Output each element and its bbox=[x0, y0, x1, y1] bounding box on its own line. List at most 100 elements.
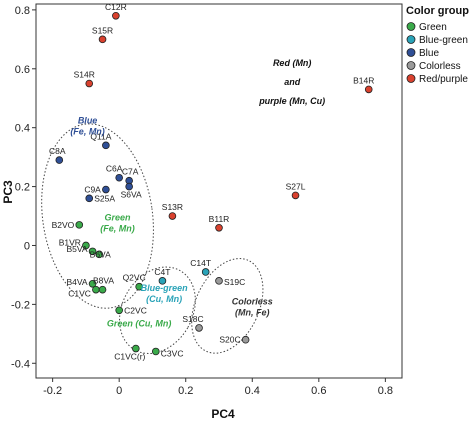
point-s14r bbox=[85, 79, 94, 88]
point-label: B11R bbox=[209, 214, 230, 224]
legend-swatch bbox=[406, 35, 416, 44]
point-label: C1VC(r) bbox=[114, 352, 145, 362]
point-label: C6A bbox=[106, 164, 123, 174]
point-b6va bbox=[95, 250, 104, 259]
point-label: B2VO bbox=[52, 220, 75, 230]
point-label: C4T bbox=[154, 267, 170, 277]
point-label: S27L bbox=[286, 181, 306, 191]
point-label: C8A bbox=[49, 146, 66, 156]
point-c6a bbox=[115, 173, 123, 182]
point-c3vc bbox=[151, 347, 160, 356]
legend-label: Blue bbox=[419, 48, 439, 59]
legend-label: Red/purple bbox=[419, 74, 468, 85]
annotation-text: Red (Mn) bbox=[273, 58, 312, 68]
point-label: S20C bbox=[219, 335, 240, 345]
point-label: S14R bbox=[74, 70, 95, 80]
annotation-text: Green bbox=[105, 212, 132, 222]
x-tick-label: 0.2 bbox=[178, 385, 193, 397]
point-label: C7A bbox=[122, 167, 139, 177]
point-label: C12R bbox=[105, 2, 127, 12]
point-b2vo bbox=[75, 221, 84, 229]
point-label: B4VA bbox=[66, 277, 87, 287]
x-tick-label: 0.8 bbox=[378, 385, 393, 397]
point-label: S25A bbox=[94, 193, 115, 203]
annotation-text: and bbox=[284, 77, 301, 87]
point-s20c bbox=[241, 335, 250, 344]
point-c1vc-r- bbox=[132, 344, 140, 353]
point-label: S13R bbox=[162, 202, 183, 212]
y-tick-label: 0.8 bbox=[15, 5, 30, 17]
legend-swatch bbox=[406, 74, 416, 83]
x-tick-label: 0.6 bbox=[311, 385, 326, 397]
annotation-text: purple (Mn, Cu) bbox=[258, 96, 325, 106]
y-tick-label: 0.4 bbox=[15, 123, 30, 135]
point-c9a bbox=[102, 185, 110, 194]
point-s15r bbox=[98, 35, 107, 44]
point-c4t bbox=[158, 277, 167, 285]
point-b14r bbox=[364, 85, 373, 94]
enclosure-blue-green-fe-mn bbox=[41, 123, 154, 309]
point-c8a bbox=[55, 156, 64, 164]
x-tick-label: -0.2 bbox=[43, 385, 62, 397]
legend-swatch bbox=[406, 61, 416, 70]
annotation-text: Blue bbox=[78, 115, 98, 125]
point-label: B14R bbox=[353, 75, 374, 85]
point-s6va bbox=[125, 182, 133, 191]
point-q2vc bbox=[135, 282, 143, 291]
plot-frame bbox=[35, 3, 403, 379]
point-label: S19C bbox=[224, 277, 245, 287]
legend-label: Blue-green bbox=[419, 35, 468, 46]
point-label: S6VA bbox=[121, 190, 142, 200]
point-label: Q11A bbox=[90, 131, 111, 141]
point-label: C9A bbox=[84, 185, 101, 195]
annotation-text: Colorless bbox=[232, 296, 273, 306]
point-b1vr bbox=[82, 241, 90, 250]
point-s25a bbox=[85, 194, 94, 203]
point-label: C2VC bbox=[124, 305, 147, 315]
y-axis-title: PC3 bbox=[1, 180, 15, 204]
y-tick-label: 0 bbox=[24, 240, 30, 252]
point-label: C14T bbox=[190, 258, 211, 268]
point-label: S18C bbox=[182, 314, 203, 324]
point-label: B5VA bbox=[66, 244, 87, 254]
point-b4va bbox=[88, 279, 97, 288]
point-label: B8VA bbox=[93, 276, 114, 286]
point-s18c bbox=[195, 324, 203, 332]
point-b8va bbox=[98, 285, 107, 294]
y-tick-label: -0.4 bbox=[11, 358, 30, 370]
legend-swatch bbox=[406, 48, 416, 57]
point-s13r bbox=[168, 212, 177, 220]
point-c14t bbox=[201, 268, 210, 276]
annotation-text: Blue-green bbox=[141, 283, 189, 293]
point-s19c bbox=[215, 277, 223, 285]
point-label: B1VR bbox=[59, 237, 81, 247]
point-b11r bbox=[215, 224, 223, 232]
x-tick-label: 0 bbox=[116, 385, 122, 397]
point-q11a bbox=[102, 141, 110, 150]
y-tick-label: 0.2 bbox=[15, 182, 30, 194]
point-b5va bbox=[88, 247, 97, 256]
x-axis-title: PC4 bbox=[211, 407, 235, 421]
point-label: S15R bbox=[92, 25, 113, 35]
annotation-text: (Cu, Mn) bbox=[146, 294, 182, 304]
point-c2vc bbox=[115, 306, 123, 315]
point-label: C1VC bbox=[68, 288, 91, 298]
enclosure-colorless bbox=[191, 258, 264, 354]
point-label: B6VA bbox=[90, 249, 111, 259]
legend-label: Colorless bbox=[419, 61, 461, 72]
point-c1vc bbox=[92, 285, 100, 294]
annotation-text: (Fe, Mn) bbox=[70, 126, 105, 136]
legend: Color group Green Blue-green Blue Colorless R… bbox=[406, 5, 469, 85]
y-tick-label: 0.6 bbox=[15, 64, 30, 76]
point-label: Q2VC bbox=[123, 273, 146, 283]
legend-label: Green bbox=[419, 22, 447, 33]
point-s27l bbox=[291, 191, 300, 200]
legend-title: Color group bbox=[406, 5, 469, 17]
annotation-text: Green (Cu, Mn) bbox=[107, 318, 172, 328]
x-tick-label: 0.4 bbox=[245, 385, 260, 397]
annotation-text: (Mn, Fe) bbox=[235, 307, 270, 317]
y-tick-label: -0.2 bbox=[11, 299, 30, 311]
annotation-text: (Fe, Mn) bbox=[100, 223, 135, 233]
point-label: C3VC bbox=[161, 348, 184, 358]
